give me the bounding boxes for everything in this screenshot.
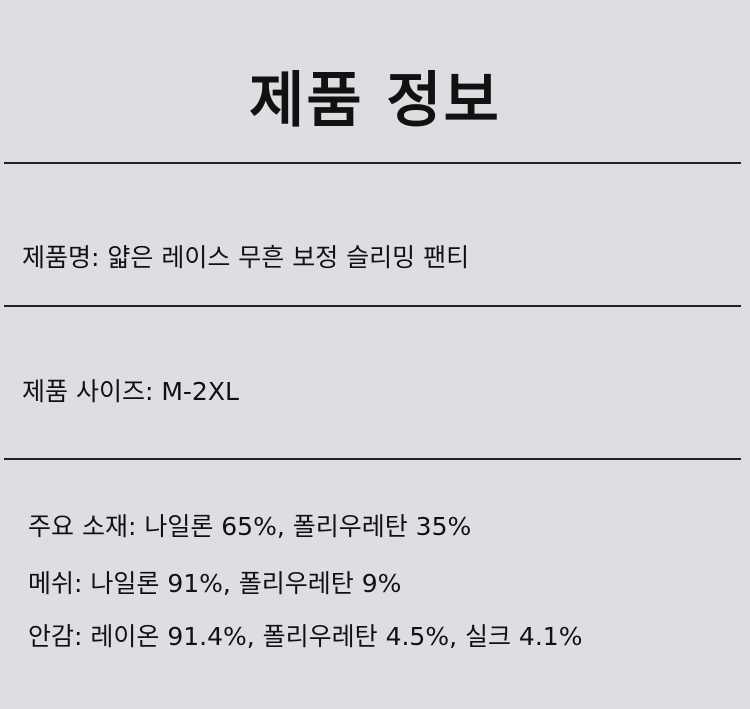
mesh-material: 메쉬: 나일론 91%, 폴리우레탄 9% xyxy=(28,569,402,598)
divider xyxy=(4,162,741,164)
product-name: 제품명: 얇은 레이스 무흔 보정 슬리밍 팬티 xyxy=(22,243,470,272)
page-title: 제품 정보 xyxy=(249,66,501,136)
divider xyxy=(4,458,741,460)
main-material: 주요 소재: 나일론 65%, 폴리우레탄 35% xyxy=(28,512,472,541)
product-size: 제품 사이즈: M-2XL xyxy=(22,377,239,406)
lining-material: 안감: 레이온 91.4%, 폴리우레탄 4.5%, 실크 4.1% xyxy=(28,622,583,651)
divider xyxy=(4,305,741,307)
